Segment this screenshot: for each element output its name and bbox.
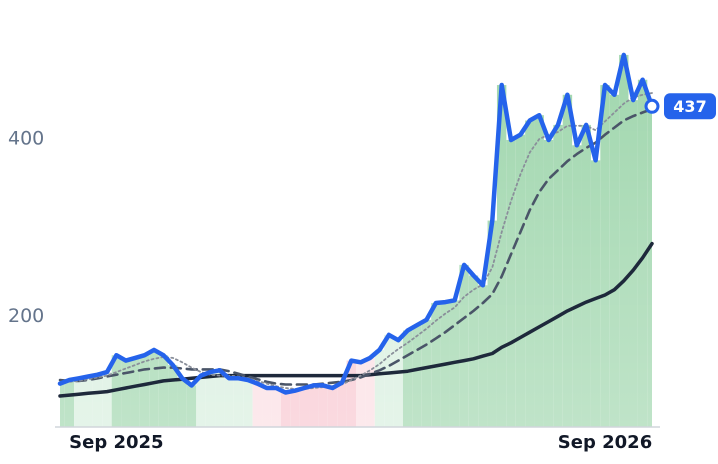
x-tick-label: Sep 2025 (69, 432, 163, 453)
y-tick-label: 400 (8, 128, 44, 150)
last-value-dot (644, 98, 660, 114)
plot (57, 52, 655, 398)
y-tick-label: 200 (8, 305, 44, 327)
moving-average-line (58, 107, 654, 386)
moving-average-line (58, 241, 654, 398)
price-line (57, 52, 655, 395)
x-tick-label: Sep 2026 (558, 432, 652, 453)
last-value-label: 437 (673, 97, 706, 116)
area-fade (60, 0, 652, 427)
last-value-pill (664, 93, 716, 120)
